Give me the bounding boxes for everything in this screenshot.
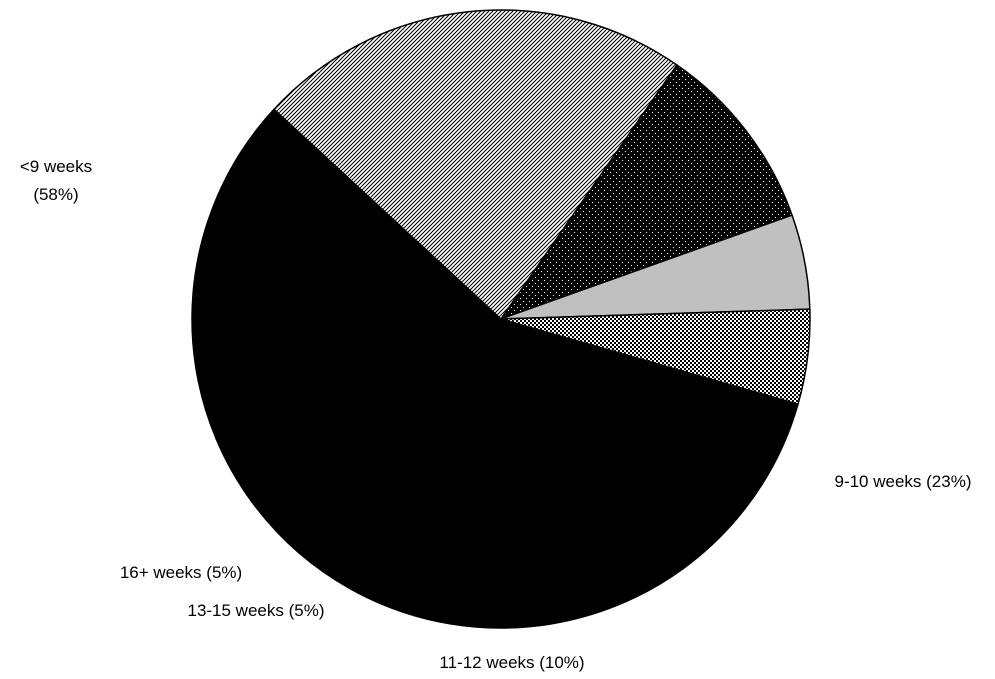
pie-labels: <9 weeks (58%) 9-10 weeks (23%) 11-12 weeks…: [20, 157, 972, 672]
slice-label-line: 16+ weeks (5%): [120, 563, 242, 582]
pie-slices: [191, 9, 811, 629]
slice-label-line: 9-10 weeks (23%): [834, 472, 971, 491]
pie-slice-5: [500, 308, 811, 405]
slice-label-line: 11-12 weeks (10%): [439, 653, 584, 672]
slice-label-line: (58%): [33, 185, 78, 204]
slice-label-5: 16+ weeks (5%): [120, 563, 242, 582]
slice-label-4: 13-15 weeks (5%): [187, 601, 324, 620]
pie-slice-2: [273, 9, 678, 320]
pie-slice-1: [191, 108, 799, 629]
slice-label-line: <9 weeks: [20, 157, 92, 176]
slice-label-2: 9-10 weeks (23%): [834, 472, 971, 491]
pie-slice-3: [500, 64, 793, 320]
slice-label-1: <9 weeks (58%): [20, 157, 92, 204]
slice-label-3: 11-12 weeks (10%): [439, 653, 584, 672]
slice-label-line: 13-15 weeks (5%): [187, 601, 324, 620]
